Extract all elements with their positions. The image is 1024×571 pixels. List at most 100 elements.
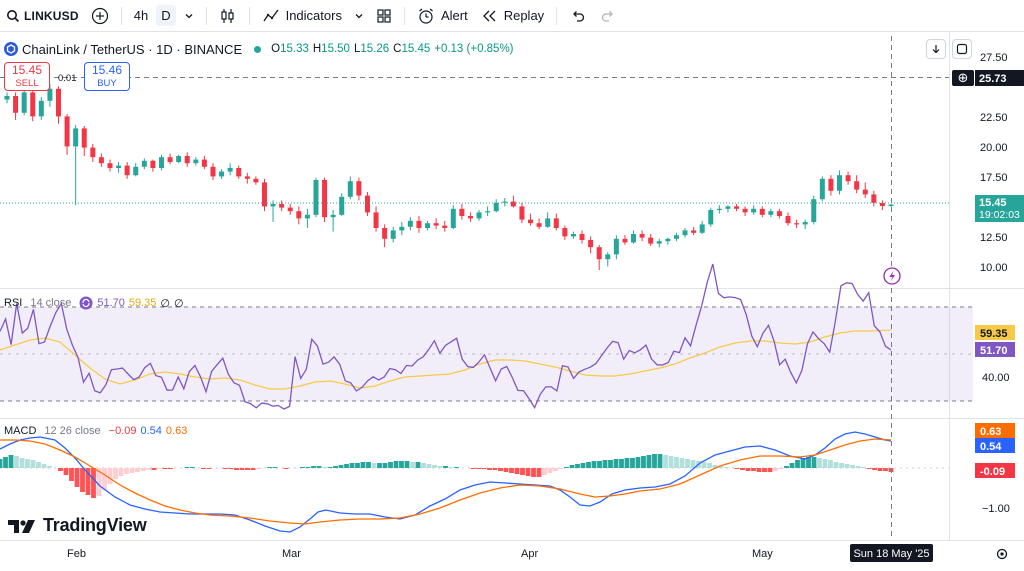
candle bbox=[579, 230, 585, 244]
time-axis[interactable]: Feb Mar Apr May bbox=[67, 548, 773, 560]
chart-canvas[interactable]: 27.50 22.50 20.00 17.50 12.50 10.00 40.0… bbox=[0, 32, 1024, 571]
candle-body bbox=[193, 159, 199, 164]
symbol-title[interactable]: ChainLink / TetherUS · 1D · BINANCE bbox=[22, 41, 243, 57]
macd-histogram-bar bbox=[399, 461, 404, 468]
interval-4h[interactable]: 4h bbox=[133, 8, 149, 23]
macd-histogram-bar bbox=[751, 468, 756, 471]
candle-body bbox=[81, 128, 87, 148]
macd-histogram-bar bbox=[800, 458, 806, 468]
candle-body bbox=[407, 220, 413, 227]
time-tick-may: May bbox=[752, 548, 773, 560]
macd-histogram-bar bbox=[3, 457, 8, 468]
macd-histogram-bar bbox=[190, 467, 195, 468]
rsi-ma-value: 59.35 bbox=[128, 297, 157, 309]
candle-body bbox=[528, 219, 534, 224]
macd-histogram-bar bbox=[69, 468, 74, 481]
candle bbox=[485, 206, 491, 216]
rsi-legend[interactable]: RSI 14 close 51.70 59.35 ∅ ∅ bbox=[4, 296, 188, 310]
macd-histogram-bar bbox=[228, 468, 234, 469]
spread-value: 0.01 bbox=[58, 73, 77, 84]
macd-histogram-bar bbox=[514, 468, 520, 474]
sell-button[interactable]: 15.45 SELL bbox=[4, 62, 50, 91]
candle bbox=[416, 216, 422, 233]
candle bbox=[751, 205, 757, 215]
candle-body bbox=[90, 147, 96, 158]
layouts-button[interactable] bbox=[370, 0, 398, 32]
macd-histogram-bar bbox=[476, 468, 481, 469]
replay-button[interactable]: Replay bbox=[474, 0, 550, 32]
redo-button[interactable] bbox=[593, 0, 623, 32]
macd-histogram-bar bbox=[663, 455, 668, 468]
macd-histogram-bar bbox=[0, 459, 3, 468]
candle bbox=[30, 85, 36, 122]
candle bbox=[433, 218, 439, 230]
candle bbox=[55, 86, 61, 124]
indicators-icon bbox=[263, 9, 279, 21]
candle bbox=[545, 212, 551, 228]
macd-histogram-bar bbox=[102, 468, 107, 490]
tradingview-logo[interactable]: TradingView bbox=[8, 515, 147, 536]
indicators-button[interactable]: Indicators bbox=[256, 0, 348, 32]
countdown-text: 19:02:03 bbox=[979, 209, 1020, 221]
price-axis[interactable]: 27.50 22.50 20.00 17.50 12.50 10.00 40.0… bbox=[980, 52, 1010, 515]
candle bbox=[510, 195, 516, 208]
macd-histogram-bar bbox=[635, 457, 641, 468]
macd-histogram-bar bbox=[448, 467, 454, 468]
candle-body bbox=[124, 165, 130, 176]
compare-button[interactable] bbox=[85, 0, 115, 32]
candle-body bbox=[871, 194, 877, 203]
indicators-dropdown[interactable] bbox=[348, 0, 370, 32]
chart-type-button[interactable] bbox=[213, 0, 243, 32]
undo-button[interactable] bbox=[563, 0, 593, 32]
candle-body bbox=[562, 228, 568, 237]
toolbar-separator bbox=[248, 6, 250, 25]
candle-body bbox=[167, 157, 173, 162]
search-icon bbox=[7, 9, 20, 22]
gear-icon[interactable] bbox=[996, 548, 1008, 560]
candle-body bbox=[596, 247, 602, 260]
macd-histogram-bar bbox=[558, 468, 564, 469]
macd-histogram-bar bbox=[828, 460, 833, 468]
candle bbox=[734, 204, 740, 212]
last-price-text: 15.45 bbox=[979, 197, 1007, 209]
alert-button[interactable]: Alert bbox=[411, 0, 474, 32]
interval-dropdown[interactable] bbox=[178, 0, 200, 32]
sync-icon[interactable] bbox=[79, 296, 93, 310]
candle-body bbox=[47, 88, 53, 101]
candle bbox=[794, 219, 800, 228]
candle-body bbox=[493, 202, 499, 212]
maximize-button[interactable] bbox=[952, 39, 972, 59]
candle-body bbox=[751, 208, 757, 213]
macd-histogram bbox=[0, 454, 894, 498]
candle bbox=[879, 200, 885, 210]
candle bbox=[261, 178, 267, 212]
macd-histogram-bar bbox=[250, 468, 256, 470]
macd-histogram-bar bbox=[366, 462, 371, 468]
candle bbox=[38, 97, 44, 120]
symbol-search[interactable]: LINKUSD bbox=[0, 0, 85, 32]
rsi-value-text: 51.70 bbox=[980, 345, 1008, 357]
candle bbox=[107, 159, 113, 172]
buy-button[interactable]: 15.46 BUY bbox=[84, 62, 130, 91]
candle bbox=[528, 213, 534, 226]
candle-body bbox=[553, 218, 559, 228]
macd-histogram-bar bbox=[272, 467, 278, 468]
candle-body bbox=[811, 199, 817, 222]
macd-histogram-bar bbox=[641, 456, 646, 468]
candle-body bbox=[613, 238, 619, 255]
candle bbox=[648, 234, 654, 246]
candle-body bbox=[699, 224, 705, 233]
candle-body bbox=[459, 208, 465, 216]
candle bbox=[785, 212, 791, 226]
candle-body bbox=[227, 168, 233, 172]
candle-body bbox=[339, 196, 345, 215]
lightning-icon[interactable] bbox=[883, 267, 901, 285]
interval-1d[interactable]: D bbox=[156, 5, 176, 26]
macd-legend[interactable]: MACD 12 26 close −0.09 0.54 0.63 bbox=[4, 425, 191, 437]
scroll-down-button[interactable] bbox=[926, 39, 946, 59]
candle-body bbox=[261, 182, 267, 207]
candle bbox=[862, 182, 868, 198]
macd-histogram-bar bbox=[817, 458, 822, 468]
rsi-params: 14 close bbox=[30, 297, 72, 309]
candle-body bbox=[759, 208, 765, 215]
